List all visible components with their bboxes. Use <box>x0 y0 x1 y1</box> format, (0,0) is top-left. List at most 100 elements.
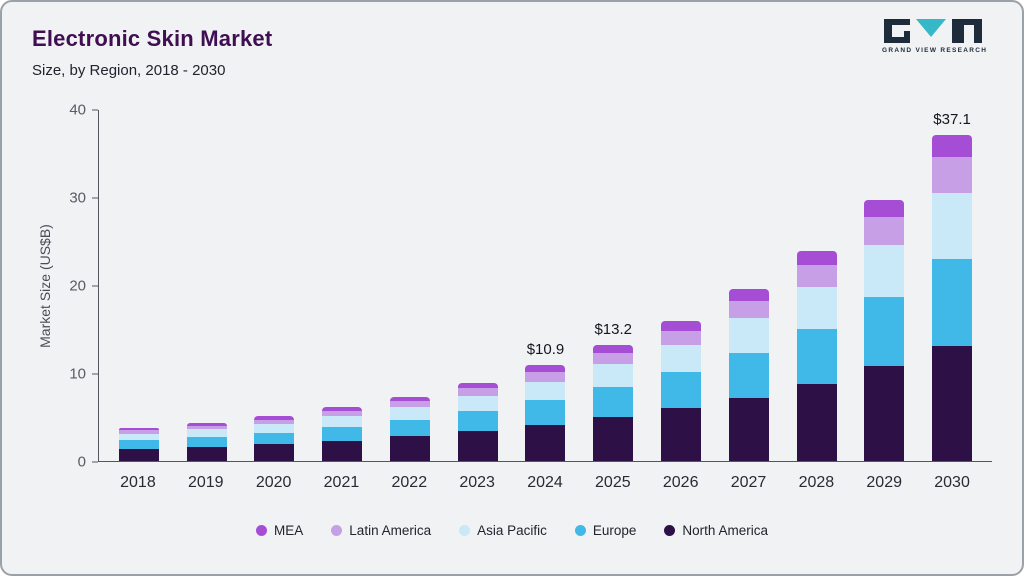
bar-segment-asia-pacific <box>254 424 295 433</box>
legend-item-europe: Europe <box>574 523 636 538</box>
legend-dot-icon <box>256 525 268 536</box>
bar-segment-mea <box>389 396 430 402</box>
bar-segment-mea <box>661 321 701 331</box>
chart-title: Electronic Skin Market <box>32 26 273 51</box>
bar-segment-asia-pacific <box>661 344 701 373</box>
legend-label: Asia Pacific <box>477 523 547 538</box>
bar-segment-mea <box>593 344 634 353</box>
bar-stack <box>186 423 227 461</box>
bar-slot-2028 <box>783 250 851 461</box>
x-tick-label: 2021 <box>323 474 360 491</box>
bar-segment-europe <box>457 410 498 432</box>
y-tick-mark <box>92 109 98 111</box>
x-tick-label: 2026 <box>662 474 699 491</box>
bar-segment-europe <box>254 432 295 445</box>
x-tick-label: 2027 <box>730 474 767 491</box>
bar-stack <box>254 416 295 461</box>
bar-segment-mea <box>728 289 769 301</box>
y-tick-label: 40 <box>69 101 86 119</box>
x-tick-label: 2023 <box>459 474 495 491</box>
bar-segment-latin-america <box>593 352 634 365</box>
bar-value-label: $10.9 <box>526 341 565 359</box>
bar-segment-latin-america <box>322 410 363 417</box>
bar-segment-north-america <box>661 408 701 461</box>
bar-segment-latin-america <box>728 300 769 319</box>
bar-segment-north-america <box>254 444 295 461</box>
y-tick-label: 0 <box>77 453 86 471</box>
bar-slot-2026 <box>647 321 715 461</box>
bar-segment-latin-america <box>525 372 566 382</box>
bar-segment-europe <box>186 437 227 447</box>
bar-segment-europe <box>661 372 701 409</box>
bar-segment-north-america <box>389 436 430 461</box>
y-tick-label: 10 <box>69 365 86 383</box>
bar-segment-europe <box>932 258 973 346</box>
bar-segment-latin-america <box>254 419 295 425</box>
bar-segment-asia-pacific <box>796 286 837 330</box>
bar-segment-europe <box>593 387 634 417</box>
brand-text: GRAND VIEW RESEARCH <box>882 47 988 54</box>
bar-segment-europe <box>728 352 769 398</box>
bar-segment-mea <box>254 416 295 420</box>
bar-segment-asia-pacific <box>593 364 634 388</box>
bar-segment-mea <box>525 365 566 373</box>
bar-segment-asia-pacific <box>864 244 905 298</box>
bar-segment-asia-pacific <box>118 433 159 440</box>
bar-segment-latin-america <box>864 217 905 245</box>
bar-segment-asia-pacific <box>728 318 769 353</box>
bar-slot-2022 <box>376 396 444 461</box>
bar-stack <box>796 250 837 461</box>
y-tick-mark <box>92 373 98 375</box>
bar-segment-latin-america <box>457 388 498 396</box>
x-tick-label: 2019 <box>187 474 224 491</box>
legend-label: Latin America <box>349 523 432 538</box>
bar-segment-north-america <box>525 424 566 461</box>
y-axis-title: Market Size (US$B) <box>37 224 53 348</box>
x-tick-label: 2020 <box>255 474 292 491</box>
legend-item-asia-pacific: Asia Pacific <box>459 523 547 538</box>
bar-segment-north-america <box>457 431 498 461</box>
bar-segment-mea <box>796 250 837 265</box>
bar-segment-mea <box>118 428 159 431</box>
bar-segment-north-america <box>932 345 973 461</box>
bar-slot-2021 <box>308 407 376 461</box>
bar-stack <box>389 396 430 461</box>
bar-segment-asia-pacific <box>186 429 227 438</box>
legend-item-north-america: North America <box>664 523 768 538</box>
bar-segment-europe <box>864 297 905 366</box>
bar-segment-asia-pacific <box>932 192 973 259</box>
y-tick-mark <box>92 461 98 463</box>
bar-slot-2020 <box>241 416 309 461</box>
x-tick-label: 2024 <box>527 474 563 491</box>
brand-logo: GRAND VIEW RESEARCH <box>882 18 988 54</box>
bar-slot-2030: $37.1 <box>918 111 986 461</box>
bars-container: $10.9 $13.2 $37.1 <box>99 110 992 461</box>
bar-stack <box>525 365 566 461</box>
bar-slot-2023 <box>444 382 512 461</box>
legend: MEA Latin America Asia Pacific Europe North … <box>2 523 1022 538</box>
y-tick-label: 30 <box>69 189 86 207</box>
bar-segment-mea <box>864 199 905 218</box>
bar-segment-mea <box>932 134 973 158</box>
bar-stack <box>457 382 498 461</box>
legend-item-latin-america: Latin America <box>331 523 431 538</box>
y-tick-label: 20 <box>69 277 86 295</box>
bar-segment-latin-america <box>661 330 701 345</box>
x-tick-label: 2022 <box>391 474 428 491</box>
legend-dot-icon <box>664 525 676 536</box>
legend-label: MEA <box>274 523 304 538</box>
y-tick-mark <box>92 197 98 199</box>
x-axis-labels: 2018 2019 2020 2021 2022 2023 2024 2025 2026 2027… <box>98 474 992 492</box>
bar-segment-europe <box>796 329 837 384</box>
y-axis: 40 30 20 10 0 <box>58 102 98 471</box>
bar-segment-europe <box>322 426 363 441</box>
bar-slot-2029 <box>850 199 918 461</box>
x-tick-label: 2030 <box>934 474 970 491</box>
bar-segment-europe <box>118 439 159 449</box>
bar-segment-asia-pacific <box>525 381 566 401</box>
chart-header: Electronic Skin Market Size, by Region, … <box>32 26 272 79</box>
bar-segment-asia-pacific <box>322 416 363 427</box>
bar-segment-latin-america <box>186 425 227 430</box>
bar-segment-asia-pacific <box>389 407 430 420</box>
